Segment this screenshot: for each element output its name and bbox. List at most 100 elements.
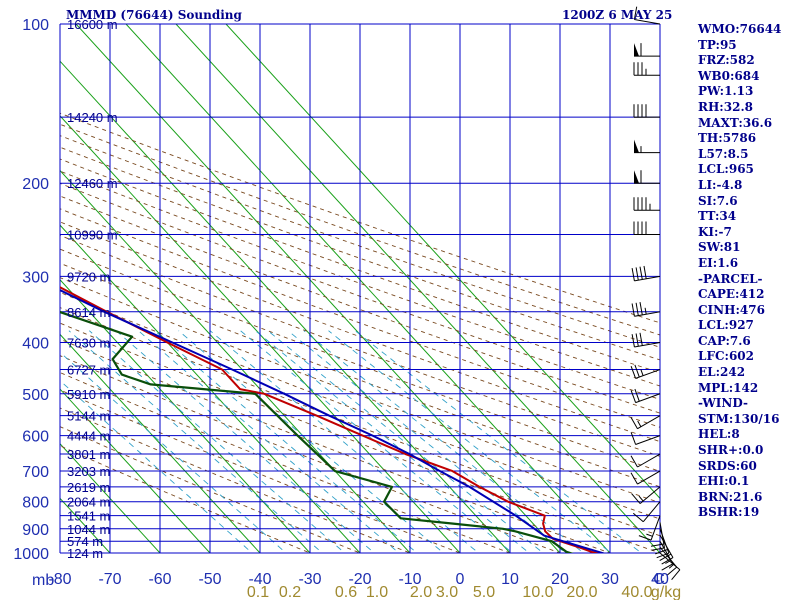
wind-barb [633,170,661,184]
dry-adiabat-line [60,208,660,428]
wind-barb [633,104,661,118]
index-item: SW:81 [698,240,741,255]
index-item: STM:130/16 [698,411,780,426]
mixing-ratio-tick-label: 10.0 [522,584,553,600]
wind-barb [631,265,661,282]
height-label: 6727 m [67,363,110,378]
dry-adiabat-line [60,277,660,504]
wind-barb [633,197,661,211]
mixing-ratio-tick-label: 0.1 [247,584,269,600]
temperature-unit-label: C [653,571,665,588]
wind-barb [633,6,661,25]
index-item: SRDS:60 [698,458,757,473]
pressure-label: 300 [22,269,49,286]
wind-barb [659,546,678,576]
mixing-ratio-line [89,330,346,553]
index-item: L57:8.5 [698,146,749,161]
wind-barb [633,221,661,236]
dry-adiabat-line [60,170,660,387]
height-label: 8614 m [67,305,110,320]
height-label: 2619 m [67,480,110,495]
chart-timestamp: 1200Z 6 MAY 25 [562,8,673,22]
mixing-ratio-tick-label: 2.0 [410,584,432,600]
mixing-ratio-line [154,330,418,553]
height-label: 14240 m [67,110,118,125]
height-label: 5910 m [67,387,110,402]
dry-adiabat-line [60,322,660,553]
index-item: TT:34 [698,209,737,224]
isotherm-line [60,442,161,553]
temperature-tick-label: 20 [551,571,569,588]
pressure-label: 800 [22,495,49,512]
dry-adiabat-line [60,389,462,553]
pressure-unit-label: mb [32,572,54,589]
index-item: TH:5786 [698,131,757,146]
height-label: 3801 m [67,447,110,462]
height-label: 12460 m [67,176,118,191]
mixing-ratio-line [255,330,531,553]
grid-lines [59,23,661,554]
mixing-ratio-tick-label: 5.0 [473,584,495,600]
wind-barb [632,501,661,523]
index-item: LCL:965 [698,162,754,177]
stability-indices-list: WMO:76644 TP:95 FRZ:582 WB0:684 PW:1.13 RH:32… [698,22,781,521]
temperature-tick-label: -70 [98,571,121,588]
isotherm-line [125,24,611,553]
dry-adiabat-line [60,262,660,488]
isotherm-line [225,24,660,500]
index-item: CAPE:412 [698,287,765,302]
height-label: 1044 m [67,522,110,537]
wind-barb [631,302,661,317]
dry-adiabat-line [60,372,512,553]
dry-adiabat-line [60,234,660,457]
isotherm-line [60,279,311,553]
index-item: WB0:684 [698,68,760,83]
dry-adiabat-line [60,445,312,553]
pressure-label: 900 [22,522,49,539]
temperature-tick-label: -20 [348,571,371,588]
index-item: LI:-4.8 [698,177,743,192]
temperature-tick-label: -10 [398,571,421,588]
mixing-ratio-tick-label: 20.0 [566,584,597,600]
mixing-ratio-tick-label: 3.0 [436,584,458,600]
index-item: BRN:21.6 [698,489,763,504]
index-item: MAXT:36.6 [698,115,773,130]
temperature-tick-label: -30 [298,571,321,588]
dry-adiabat-line [60,195,660,414]
temperature-tick-label: -40 [248,571,271,588]
index-item: CINH:476 [698,302,765,317]
dry-adiabat-line [60,112,660,324]
wind-barb [633,62,661,76]
isotherm-line [175,24,660,553]
mixing-ratio-tick-label: 0.6 [335,584,357,600]
mixing-ratio-line [240,330,514,553]
temperature-tick-label: 10 [501,571,519,588]
index-item: WMO:76644 [698,22,782,36]
pressure-label: 600 [22,429,49,446]
index-item: HEL:8 [698,427,740,442]
height-label: 574 m [67,534,103,549]
isotherm-line [60,224,361,553]
pressure-label: 400 [22,335,49,352]
height-label: 1541 m [67,509,110,524]
index-item: LFC:602 [698,349,754,364]
index-item: BSHR:19 [698,505,760,520]
index-item: -PARCEL- [698,271,763,286]
wind-barb [633,43,661,57]
wind-barb [631,332,661,348]
dry-adiabat-line [60,146,660,361]
height-label: 9720 m [67,269,110,284]
index-item: EI:1.6 [698,255,739,270]
index-item: EHI:0.1 [698,474,750,489]
isotherm-line [60,388,211,553]
wind-barb [630,415,661,430]
mixing-ratio-line [354,330,643,553]
wind-barb [650,522,665,551]
index-item: LCL:927 [698,318,754,333]
mixing-ratio-lines [60,330,643,553]
mixing-ratio-line [60,379,253,553]
wind-barb [630,388,661,404]
index-item: CAP:7.6 [698,333,751,348]
wind-barb [659,540,674,571]
height-label: 10990 m [67,228,118,243]
